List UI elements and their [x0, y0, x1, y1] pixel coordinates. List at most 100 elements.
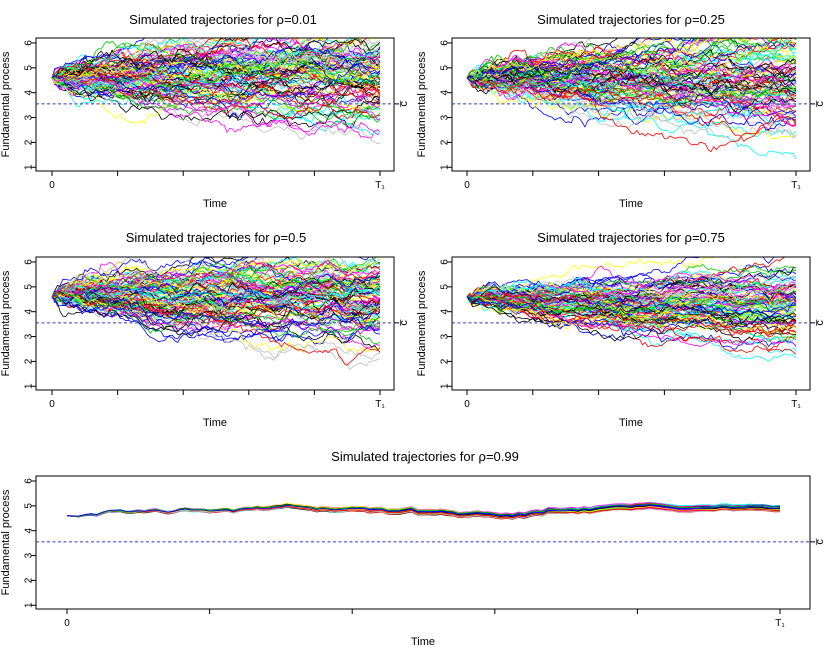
y-tick-label: 2 [440, 358, 451, 364]
y-tick-label: 4 [440, 308, 451, 314]
trajectory-line [466, 77, 797, 153]
trajectory-line [51, 73, 381, 119]
x-tick-label-end: T₁ [375, 399, 385, 410]
trajectory-line [466, 291, 797, 330]
trajectory-line [51, 60, 381, 111]
trajectory-line [51, 286, 381, 333]
x-tick-label-start: 0 [464, 399, 470, 410]
panel-title: Simulated trajectories for ρ=0.5 [126, 230, 306, 245]
plot-frame [35, 256, 395, 391]
trajectories [466, 257, 797, 362]
y-tick-label: 3 [24, 114, 35, 120]
x-tick-label-end: T₁ [791, 180, 801, 191]
plot-frame [35, 475, 811, 610]
trajectory-line [51, 42, 381, 85]
trajectory-line [51, 261, 381, 298]
y-tick-label: 3 [440, 333, 451, 339]
y-tick-label: 1 [440, 383, 451, 389]
y-tick-label: 3 [24, 333, 35, 339]
y-tick-label: 4 [24, 527, 35, 533]
trajectories [466, 38, 797, 159]
x-axis-label: Time [203, 417, 227, 429]
trajectory-line [51, 270, 381, 300]
y-axis-label: Fundamental process [416, 51, 428, 157]
x-tick-label-end: T₁ [775, 618, 785, 629]
x-tick-label-start: 0 [464, 180, 470, 191]
y-tick-label: 2 [24, 139, 35, 145]
y-tick-label: 6 [24, 40, 35, 46]
trajectory-line [466, 286, 797, 321]
x-axis [51, 171, 381, 176]
trajectory-line [466, 69, 797, 128]
trajectory-line [466, 77, 797, 112]
panel-rho-0-01: Simulated trajectories for ρ=0.01 1 2 3 4 5 6… [0, 12, 410, 210]
trajectory-line [51, 289, 381, 332]
y-tick-label: 3 [440, 114, 451, 120]
trajectory-line [466, 296, 796, 327]
trajectory-line [51, 289, 381, 353]
y-tick-label: 2 [24, 358, 35, 364]
trajectory-line [466, 77, 797, 114]
x-axis [466, 390, 797, 395]
plot-frame [451, 256, 811, 391]
trajectory-line [51, 76, 381, 120]
trajectory-line [466, 38, 797, 85]
y-tick-label: 6 [24, 259, 35, 265]
trajectory-line [466, 296, 797, 315]
reference-label: c̅ [814, 100, 826, 108]
trajectory-line [51, 257, 381, 300]
trajectory-line [466, 296, 797, 351]
trajectory-line [51, 42, 381, 79]
trajectory-line [51, 291, 381, 366]
trajectory-line [51, 257, 380, 298]
y-axis-label: Fundamental process [0, 270, 12, 376]
trajectory-line [466, 257, 796, 299]
y-tick-label: 6 [24, 478, 35, 484]
trajectory-line [51, 74, 381, 121]
x-tick-label-start: 0 [49, 399, 55, 410]
trajectory-line [51, 257, 381, 298]
trajectory-line [51, 292, 381, 330]
y-axis: 1 2 3 4 5 6 [24, 478, 36, 608]
y-tick-label: 6 [440, 40, 451, 46]
trajectory-line [51, 271, 381, 301]
trajectory-line [51, 77, 381, 129]
trajectory-line [466, 292, 797, 337]
trajectory-line [466, 69, 797, 100]
x-axis-label: Time [619, 417, 643, 429]
trajectory-line [51, 77, 381, 117]
trajectory-line [466, 295, 797, 328]
y-tick-label: 5 [440, 284, 451, 290]
trajectory-line [466, 38, 796, 92]
y-tick-label: 3 [24, 552, 35, 558]
trajectory-line [466, 62, 797, 97]
y-axis: 1 2 3 4 5 6 [24, 259, 36, 389]
trajectory-line [466, 289, 797, 343]
reference-label: c̅ [398, 319, 410, 327]
trajectory-line [51, 65, 381, 104]
panel-title: Simulated trajectories for ρ=0.01 [129, 12, 317, 27]
trajectory-line [51, 280, 381, 310]
trajectory-line [51, 261, 381, 298]
trajectory-line [466, 39, 797, 92]
trajectory-line [466, 273, 797, 311]
y-tick-label: 5 [440, 65, 451, 71]
trajectory-line [51, 285, 381, 326]
trajectory-line [51, 38, 380, 80]
trajectory-line [51, 281, 381, 304]
trajectory-line [51, 73, 381, 100]
x-tick-label-start: 0 [64, 618, 70, 629]
trajectory-line [466, 55, 797, 85]
trajectory-line [51, 275, 381, 314]
plot-frame [451, 37, 811, 172]
trajectory-line [466, 62, 797, 105]
trajectory-line [66, 504, 781, 517]
y-axis-label: Fundamental process [416, 270, 428, 376]
panel-title: Simulated trajectories for ρ=0.25 [537, 12, 725, 27]
trajectories [51, 257, 381, 371]
trajectory-line [51, 71, 381, 120]
trajectory-line [51, 63, 381, 95]
x-axis-label: Time [619, 198, 643, 210]
trajectory-line [466, 72, 797, 101]
panel-rho-0-25: Simulated trajectories for ρ=0.25 1 2 3 4 5 6… [416, 12, 826, 210]
